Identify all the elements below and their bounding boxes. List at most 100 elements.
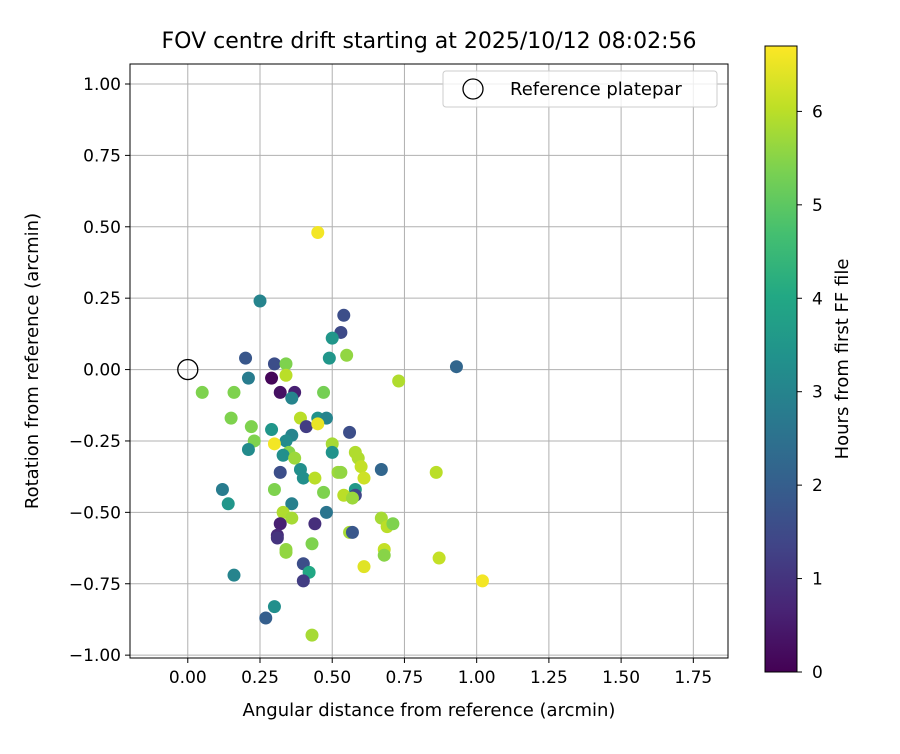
y-axis-label: Rotation from reference (arcmin): [22, 213, 43, 509]
data-point: [296, 574, 310, 588]
data-point: [285, 497, 299, 511]
data-point: [305, 537, 319, 551]
data-point: [224, 411, 238, 425]
data-point: [267, 437, 281, 451]
legend-label: Reference platepar: [510, 79, 682, 100]
y-tick-label: 0.75: [83, 146, 121, 166]
data-point: [285, 511, 299, 525]
y-tick-label: −0.25: [69, 432, 121, 452]
data-point: [253, 294, 267, 308]
data-point: [239, 351, 253, 365]
legend: Reference platepar: [442, 70, 718, 108]
y-tick-label: 0.50: [83, 218, 121, 238]
data-point: [377, 548, 391, 562]
x-tick-label: 0.50: [313, 668, 351, 688]
data-point: [354, 460, 368, 474]
data-point: [279, 434, 293, 448]
data-point: [325, 445, 339, 459]
data-point: [273, 465, 287, 479]
data-point: [241, 443, 255, 457]
y-tick-label: 0.25: [83, 289, 121, 309]
y-tick-label: 1.00: [83, 75, 121, 95]
data-point: [319, 505, 333, 519]
data-point: [311, 225, 325, 239]
data-point: [259, 611, 273, 625]
data-points: [195, 225, 489, 642]
colorbar-tick-label: 0: [812, 663, 823, 683]
data-point: [337, 308, 351, 322]
colorbar-tick-label: 6: [812, 102, 823, 122]
colorbar-tick-label: 5: [812, 196, 823, 216]
data-point: [432, 551, 446, 565]
colorbar-tick-label: 3: [812, 383, 823, 403]
colorbar-ticks: 0 1 2 3 4 5 6: [797, 102, 823, 683]
x-tick-label: 0.75: [386, 668, 424, 688]
x-tick-label: 0.00: [169, 668, 207, 688]
plot-frame: [129, 63, 729, 659]
data-point: [449, 360, 463, 374]
data-point: [227, 568, 241, 582]
data-point: [340, 348, 354, 362]
data-point: [265, 423, 279, 437]
x-axis-label: Angular distance from reference (arcmin): [243, 700, 616, 721]
data-point: [343, 425, 357, 439]
data-point: [357, 560, 371, 574]
data-point: [288, 451, 302, 465]
data-point: [267, 357, 281, 371]
data-point: [267, 600, 281, 614]
data-point: [325, 331, 339, 345]
colorbar-label: Hours from first FF file: [832, 259, 853, 460]
x-tick-label: 1.75: [674, 668, 712, 688]
legend-marker-reference: [462, 78, 484, 100]
y-tick-label: 0.00: [83, 361, 121, 381]
data-point: [305, 628, 319, 642]
data-point: [227, 385, 241, 399]
data-point: [279, 368, 293, 382]
data-point: [345, 491, 359, 505]
data-point: [296, 471, 310, 485]
data-point: [334, 465, 348, 479]
reference-platepar-marker: [177, 358, 199, 381]
data-point: [270, 531, 284, 545]
data-point: [267, 483, 281, 497]
colorbar-tick-label: 1: [812, 570, 823, 590]
data-point: [285, 391, 299, 405]
chart-title: FOV centre drift starting at 2025/10/12 …: [162, 29, 697, 54]
data-point: [392, 374, 406, 388]
data-point: [244, 420, 258, 434]
x-tick-label: 1.00: [458, 668, 496, 688]
data-point: [317, 385, 331, 399]
x-tick-label: 1.50: [602, 668, 640, 688]
data-point: [279, 545, 293, 559]
data-point: [374, 463, 388, 477]
data-point: [279, 357, 293, 371]
data-point: [345, 525, 359, 539]
y-tick-label: −1.00: [69, 646, 121, 666]
data-point: [273, 517, 287, 531]
x-tick-label: 0.25: [241, 668, 279, 688]
data-point: [241, 371, 255, 385]
data-point: [215, 483, 229, 497]
data-point: [311, 417, 325, 431]
data-point: [265, 371, 279, 385]
colorbar-gradient: [764, 45, 798, 673]
data-point: [317, 485, 331, 499]
data-point: [475, 574, 489, 588]
x-tick-label: 1.25: [530, 668, 568, 688]
data-point: [386, 517, 400, 531]
data-point: [276, 448, 290, 462]
grid: [130, 64, 728, 658]
colorbar-tick-label: 4: [812, 289, 823, 309]
data-point: [273, 385, 287, 399]
colorbar: 0 1 2 3 4 5 6 Hours from first FF file: [764, 45, 853, 683]
data-point: [299, 420, 313, 434]
x-axis-ticks: 0.00 0.25 0.50 0.75 1.00 1.25 1.50 1.75: [169, 658, 712, 688]
y-tick-label: −0.50: [69, 503, 121, 523]
data-point: [195, 385, 209, 399]
data-point: [322, 351, 336, 365]
data-point: [221, 497, 235, 511]
data-point: [308, 517, 322, 531]
data-point: [429, 465, 443, 479]
